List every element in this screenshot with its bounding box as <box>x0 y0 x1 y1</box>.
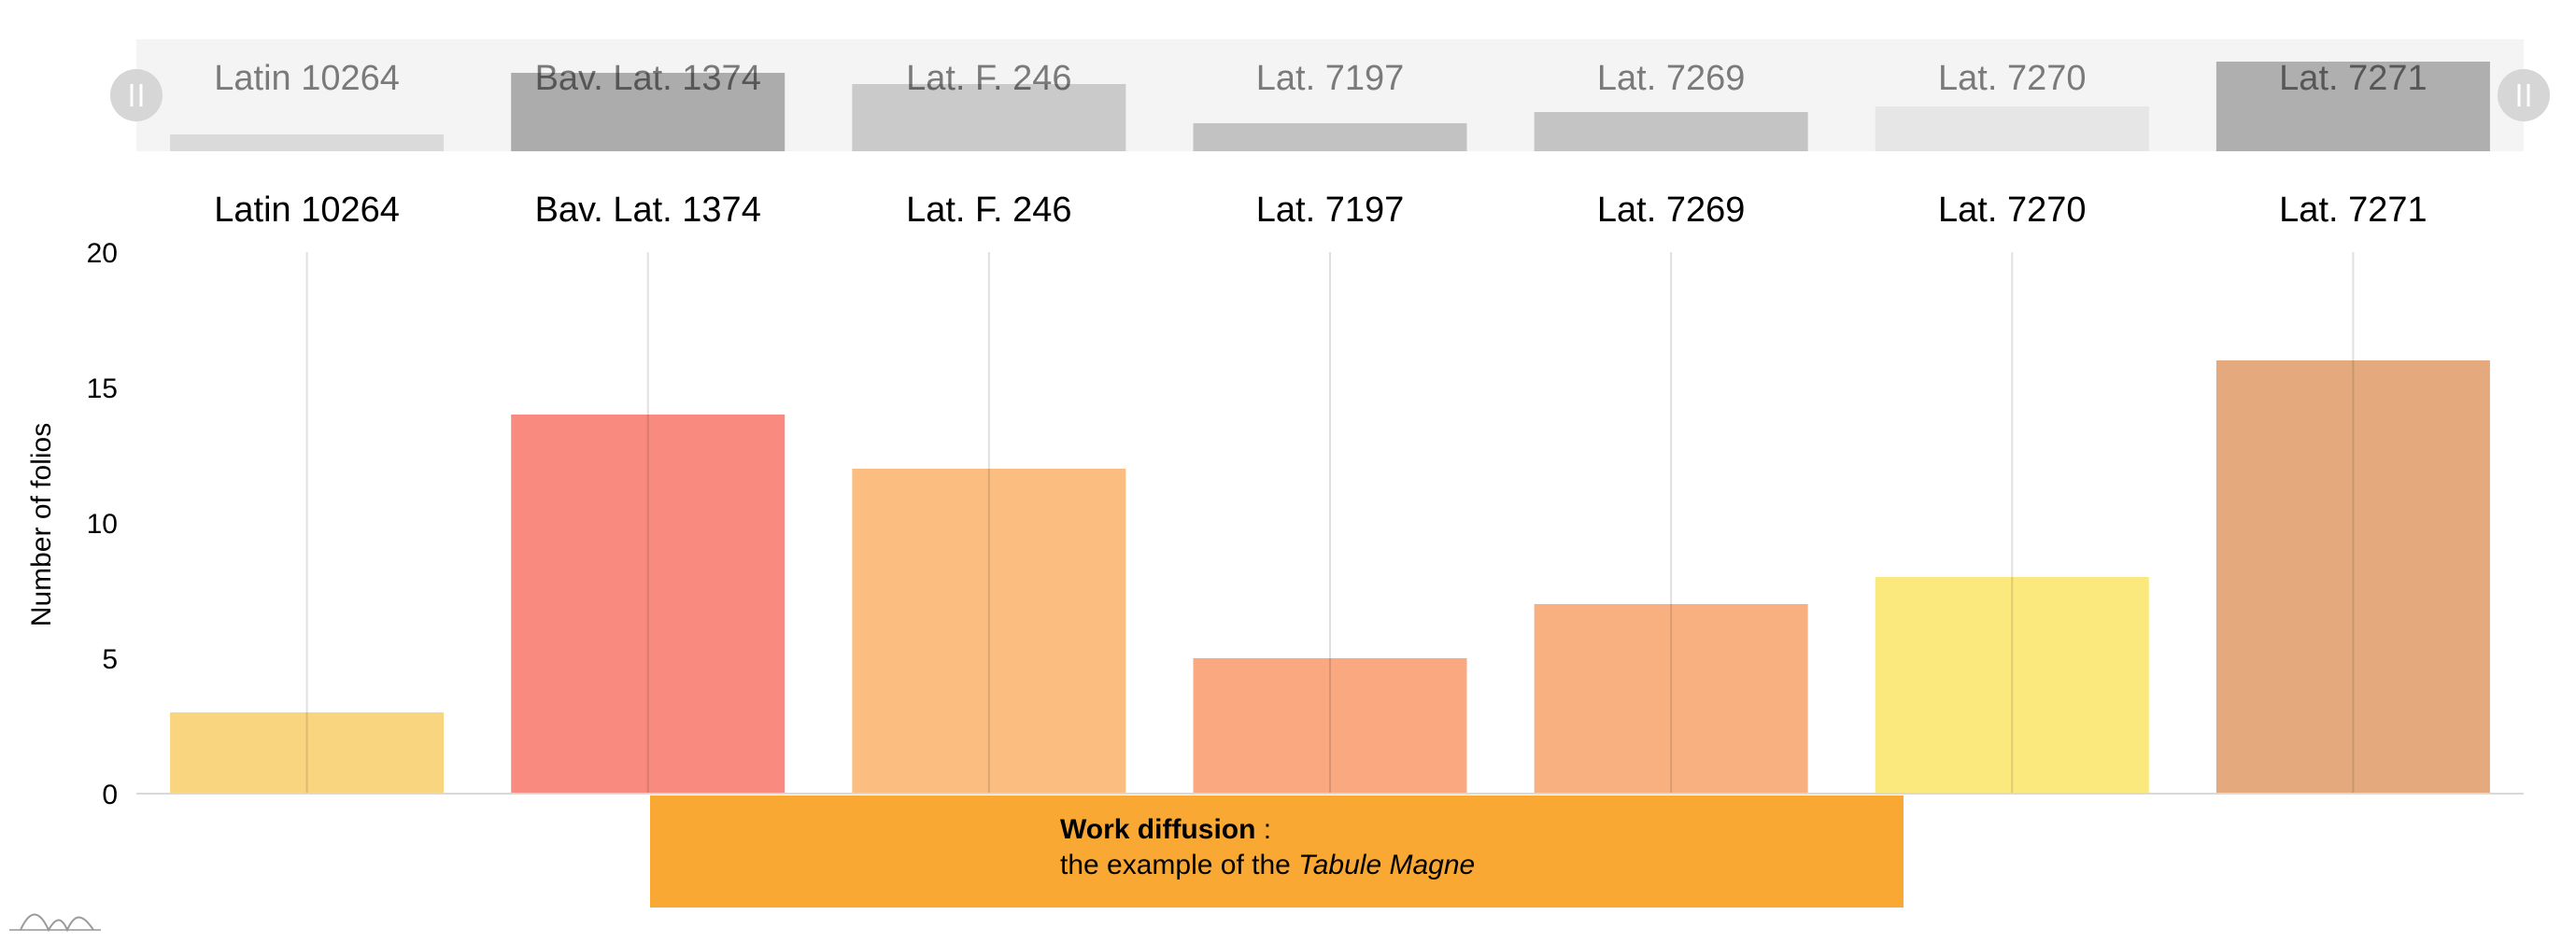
scrollbar-category-label: Lat. 7197 <box>1256 59 1404 98</box>
scrollbar-preview <box>170 62 2490 151</box>
grip-lines-icon <box>2517 84 2530 106</box>
scrollbar-labels: Latin 10264 Bav. Lat. 1374 Lat. F. 246 Lat.… <box>214 59 2427 98</box>
scrollbar-bar <box>852 84 1126 151</box>
y-tick-label: 0 <box>102 780 118 810</box>
bar[interactable] <box>1534 604 1808 794</box>
y-tick-label: 5 <box>102 644 118 675</box>
scrollbar-bar <box>2215 62 2490 151</box>
category-label: Bav. Lat. 1374 <box>535 190 761 230</box>
scrollbar-bar <box>170 134 445 151</box>
scrollbar-left-grip[interactable] <box>110 69 163 121</box>
category-label: Latin 10264 <box>214 190 400 230</box>
scrollbar-bar <box>1875 106 2149 151</box>
scrollbar-category-label: Lat. 7271 <box>2279 59 2427 98</box>
annotation-title: Work diffusion <box>1060 814 1256 845</box>
grip-lines-icon <box>130 84 143 106</box>
bar[interactable] <box>1875 577 2149 794</box>
bar[interactable] <box>1193 658 1467 794</box>
bar[interactable] <box>2215 360 2490 794</box>
scrollbar-bar <box>511 73 786 151</box>
annotation-text: Work diffusion : the example of the Tabu… <box>1060 812 1475 883</box>
annotation-italic: Tabule Magne <box>1298 850 1476 880</box>
annotation-line2: the example of the <box>1060 850 1299 880</box>
scrollbar-bar <box>1534 112 1808 151</box>
category-label: Lat. F. 246 <box>906 190 1071 230</box>
y-tick-label: 15 <box>87 373 118 404</box>
category-label: Lat. 7271 <box>2279 190 2427 230</box>
y-tick-label: 10 <box>87 509 118 540</box>
annotation-separator: : <box>1255 814 1272 845</box>
scrollbar-category-label: Latin 10264 <box>214 59 400 98</box>
category-grid-lines <box>305 252 2355 794</box>
scrollbar-category-label: Lat. F. 246 <box>906 59 1071 98</box>
bar-series <box>170 360 2490 794</box>
category-label: Lat. 7197 <box>1256 190 1404 230</box>
amcharts-logo-icon[interactable] <box>7 896 110 934</box>
y-tick-label: 20 <box>87 238 118 269</box>
bar[interactable] <box>511 415 786 794</box>
category-label: Lat. 7269 <box>1597 190 1745 230</box>
bar[interactable] <box>170 712 445 794</box>
category-label: Lat. 7270 <box>1938 190 2086 230</box>
category-axis-labels: Latin 10264 Bav. Lat. 1374 Lat. F. 246 Lat.… <box>214 190 2427 230</box>
y-axis-title: Number of folios <box>26 423 57 626</box>
scrollbar-category-label: Lat. 7269 <box>1597 59 1745 98</box>
scrollbar-category-label: Lat. 7270 <box>1938 59 2086 98</box>
scrollbar-category-label: Bav. Lat. 1374 <box>535 59 761 98</box>
bar[interactable] <box>852 469 1126 794</box>
scrollbar-right-grip[interactable] <box>2498 69 2550 121</box>
scrollbar-bar <box>1193 123 1467 151</box>
value-axis-labels: 0 5 10 15 20 <box>87 238 118 810</box>
annotation-banner <box>650 795 1904 908</box>
